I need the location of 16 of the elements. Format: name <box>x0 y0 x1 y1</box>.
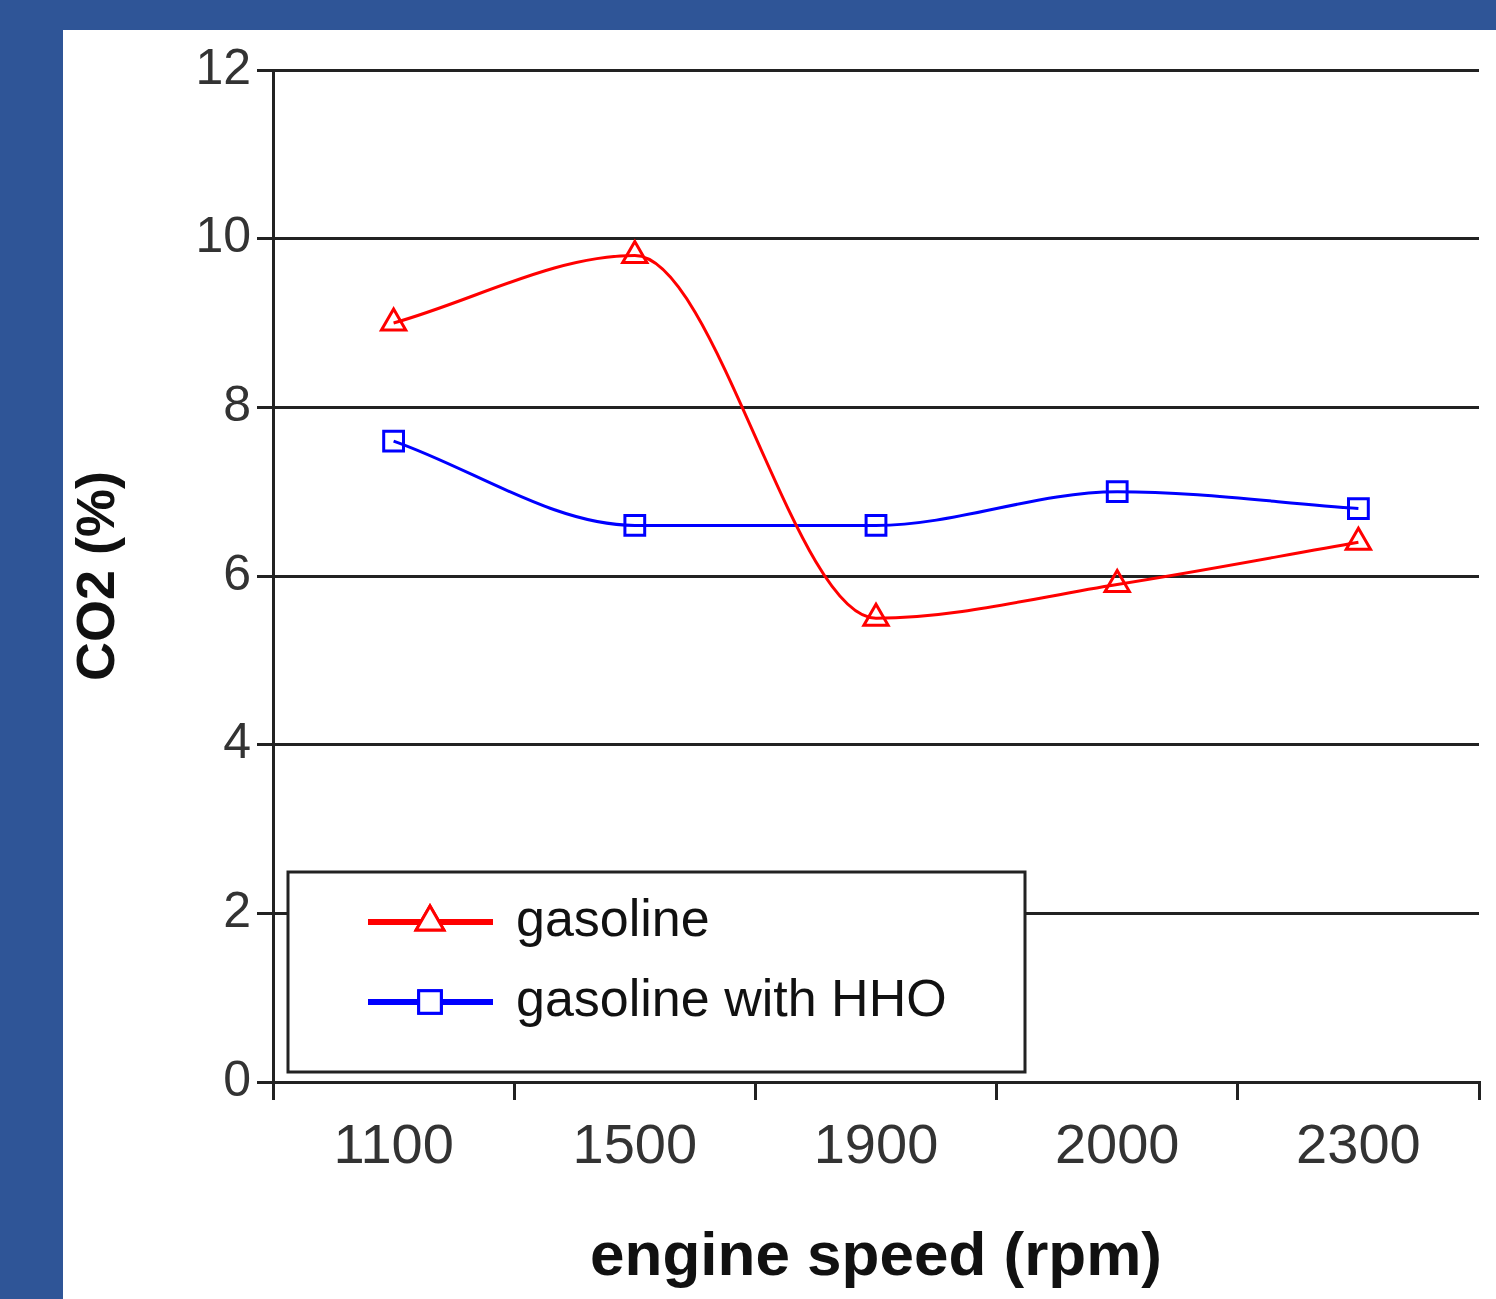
x-tick-label: 1100 <box>333 1112 454 1176</box>
y-tick-label: 10 <box>195 207 251 264</box>
y-tick-label: 8 <box>223 376 251 433</box>
y-tick-label: 12 <box>195 38 251 95</box>
x-tick-label: 1500 <box>572 1112 698 1176</box>
legend-label: gasoline <box>516 889 710 948</box>
x-tick-label: 2300 <box>1296 1112 1421 1176</box>
x-tick-label: 2000 <box>1054 1112 1180 1176</box>
x-tick-label: 1900 <box>813 1112 939 1176</box>
y-tick-label: 6 <box>223 544 251 601</box>
legend-label: gasoline with HHO <box>516 969 947 1028</box>
y-tick-label: 0 <box>223 1050 251 1107</box>
y-tick-label: 2 <box>223 882 251 939</box>
y-axis-title: CO2 (%) <box>65 470 126 682</box>
y-tick-label: 4 <box>223 713 251 770</box>
x-axis-title: engine speed (rpm) <box>590 1218 1162 1288</box>
